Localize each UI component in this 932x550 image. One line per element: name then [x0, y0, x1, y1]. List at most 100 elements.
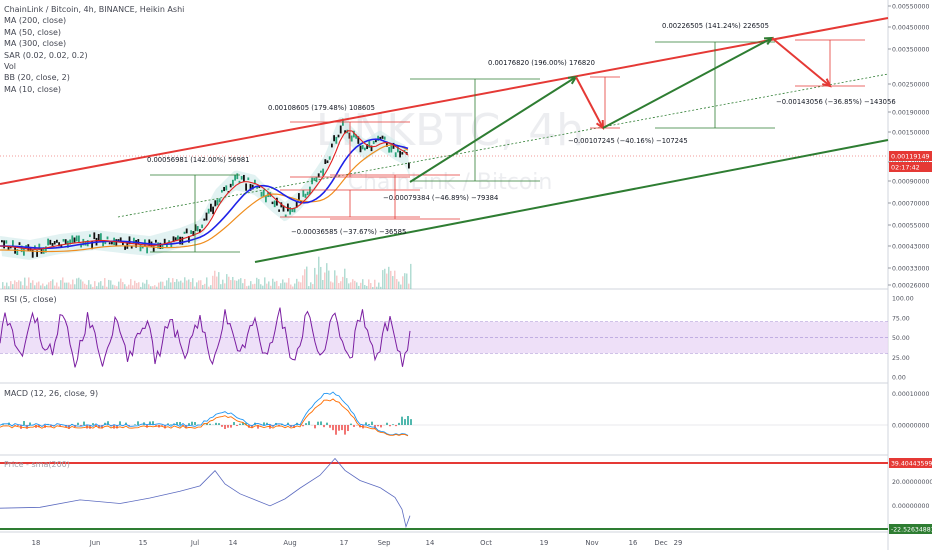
volume-bar — [128, 284, 130, 289]
candle — [313, 177, 316, 181]
price-axis-label: 0.00043000 — [892, 244, 929, 251]
candle — [49, 239, 52, 245]
candle — [278, 209, 280, 212]
time-axis-label: 16 — [629, 539, 638, 547]
volume-bar — [118, 281, 120, 289]
volume-bar — [74, 284, 76, 289]
candle — [47, 238, 49, 246]
volume-bar — [244, 278, 246, 289]
volume-bar — [10, 281, 12, 289]
candle — [115, 239, 118, 246]
volume-bar — [278, 286, 280, 289]
volume-bar — [234, 280, 236, 289]
volume-bar — [156, 286, 158, 289]
macd-histogram-bar — [116, 425, 118, 429]
candle — [293, 207, 296, 213]
volume-bar — [58, 286, 60, 289]
macd-histogram-bar — [392, 424, 394, 425]
volume-bar — [388, 266, 390, 289]
volume-bar — [64, 282, 66, 289]
indicator-bb[interactable]: BB (20, close, 2) — [4, 73, 70, 83]
indicator-ma10[interactable]: MA (10, close) — [4, 84, 62, 94]
volume-bar — [270, 285, 272, 289]
macd-histogram-bar — [371, 421, 373, 425]
volume-bar — [202, 284, 204, 289]
volume-bar — [376, 286, 378, 289]
volume-bar — [122, 282, 124, 289]
candle — [350, 135, 353, 142]
price-sma-line — [0, 457, 411, 529]
measure-annotation: −0.00079384 (−46.89%) −79384 — [383, 194, 498, 202]
macd-histogram-bar — [302, 425, 304, 427]
volume-bar — [320, 266, 322, 289]
candle — [141, 245, 144, 249]
volume-bar — [104, 278, 106, 289]
candle — [106, 236, 109, 240]
candle — [62, 239, 65, 242]
projection-arrow-down-1 — [575, 76, 604, 129]
time-axis-label: 17 — [340, 539, 349, 547]
volume-bar — [142, 282, 144, 289]
volume-bar — [210, 285, 212, 289]
volume-bar — [246, 286, 248, 289]
candle — [282, 205, 285, 212]
candle — [379, 136, 382, 140]
candle — [399, 150, 401, 158]
indicator-ma200[interactable]: MA (200, close) — [4, 16, 67, 26]
candle — [273, 200, 276, 208]
volume-bar — [322, 279, 324, 289]
candle — [183, 231, 186, 234]
volume-bar — [324, 272, 326, 289]
volume-bar — [268, 281, 270, 289]
volume-bar — [174, 282, 176, 289]
candle — [328, 156, 331, 160]
candle — [353, 130, 355, 138]
candle — [179, 236, 181, 245]
indicator-ma300[interactable]: MA (300, close) — [4, 39, 67, 49]
time-axis-label: 19 — [540, 539, 549, 547]
candle — [256, 185, 258, 189]
volume-bar — [280, 283, 282, 289]
macd-histogram-bar — [155, 425, 157, 426]
macd-histogram-bar — [398, 422, 400, 425]
indicator-vol[interactable]: Vol — [4, 62, 16, 72]
indicator-ma50[interactable]: MA (50, close) — [4, 27, 62, 37]
candle — [51, 243, 54, 246]
volume-bar — [266, 283, 268, 289]
candle — [322, 168, 324, 177]
price-sma-pane-label[interactable]: Price - sma(200) — [4, 460, 70, 469]
macd-histogram-bar — [173, 424, 175, 425]
rsi-pane-label[interactable]: RSI (5, close) — [4, 295, 57, 304]
volume-bar — [76, 278, 78, 289]
candle — [201, 224, 203, 229]
candle — [388, 147, 390, 153]
macd-histogram-bar — [107, 421, 109, 425]
macd-histogram-bar — [230, 425, 232, 428]
macd-histogram-bar — [227, 425, 229, 428]
indicator-sar[interactable]: SAR (0.02, 0.02, 0.2) — [4, 50, 88, 60]
candle — [284, 214, 287, 217]
volume-bar — [316, 274, 318, 289]
candle — [18, 242, 21, 246]
macd-pane-label[interactable]: MACD (12, 26, close, 9) — [4, 389, 99, 398]
volume-bar — [152, 286, 154, 289]
price-axis-label: 0.00090000 — [892, 179, 929, 186]
volume-bar — [84, 283, 86, 289]
macd-histogram-bar — [395, 425, 397, 427]
candle — [302, 190, 305, 197]
candle — [229, 183, 232, 188]
macd-histogram-bar — [335, 425, 337, 435]
measure-annotation: −0.00143056 (−36.85%) −143056 — [776, 98, 896, 106]
candle — [335, 136, 338, 144]
candle — [287, 203, 289, 212]
rsi-axis-label: 25.00 — [892, 355, 910, 362]
volume-bar — [264, 277, 266, 289]
volume-bar — [364, 284, 366, 289]
volume-bar — [20, 281, 22, 289]
candle — [133, 237, 135, 244]
volume-bar — [404, 273, 406, 289]
macd-histogram-bar — [35, 425, 37, 428]
macd-histogram-bar — [134, 424, 136, 425]
volume-bar — [306, 266, 308, 289]
volume-bar — [220, 284, 222, 289]
